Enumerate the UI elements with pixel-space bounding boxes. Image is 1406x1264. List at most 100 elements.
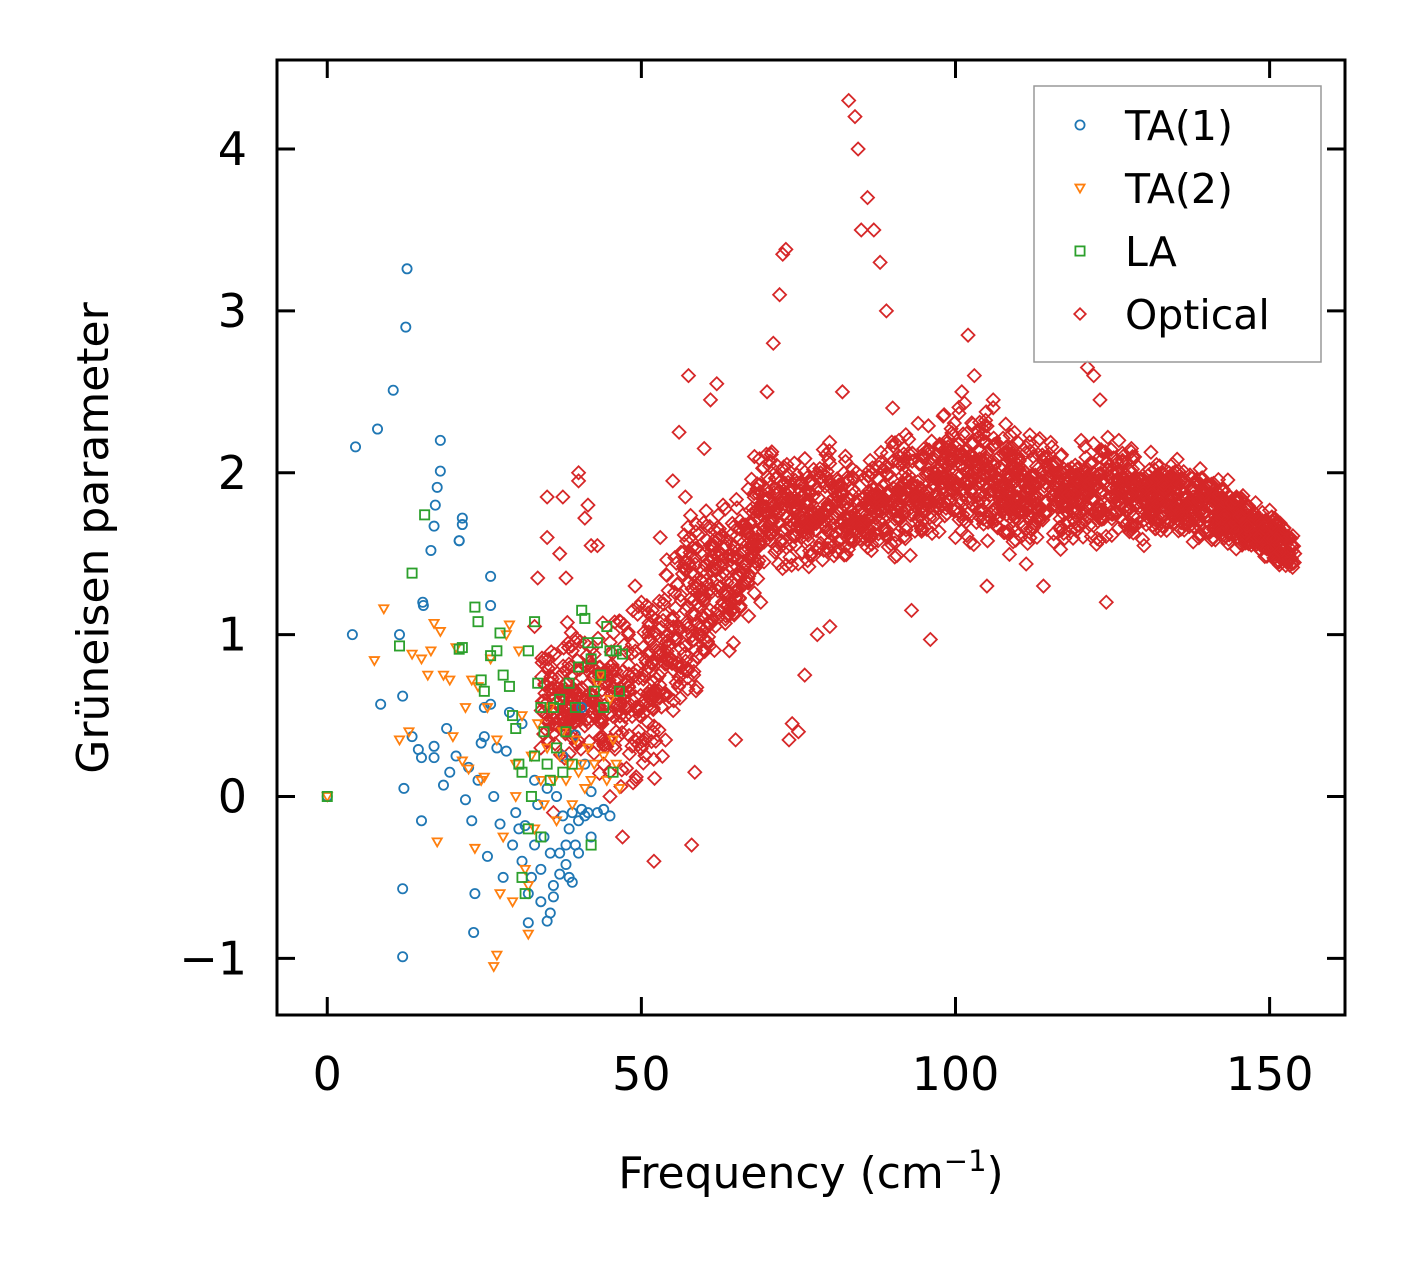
data-point <box>1012 505 1028 522</box>
data-point <box>368 656 381 667</box>
data-point <box>809 626 826 643</box>
data-point <box>579 810 591 822</box>
data-point <box>907 489 923 506</box>
data-point <box>529 750 541 762</box>
data-point <box>759 384 775 400</box>
data-point <box>1098 528 1114 545</box>
data-point <box>945 452 961 468</box>
data-point <box>1090 502 1107 519</box>
data-point <box>375 698 387 710</box>
data-point <box>570 464 587 481</box>
data-point <box>1060 487 1076 503</box>
data-point <box>576 701 588 713</box>
data-point <box>393 735 406 747</box>
data-point <box>925 509 942 525</box>
data-point <box>880 485 896 502</box>
data-point <box>913 480 929 496</box>
data-point <box>862 452 878 469</box>
data-point <box>902 547 918 564</box>
data-point <box>1239 501 1255 518</box>
data-point <box>762 532 779 549</box>
data-point <box>573 847 585 859</box>
data-point <box>428 520 440 532</box>
data-point <box>595 669 607 681</box>
data-point <box>424 646 438 658</box>
data-point <box>873 497 890 514</box>
data-point <box>589 537 606 554</box>
data-point <box>1228 523 1244 539</box>
data-point <box>437 779 449 791</box>
data-point <box>1070 460 1087 476</box>
data-point <box>687 574 703 591</box>
data-point <box>704 611 721 627</box>
data-point <box>1127 486 1144 503</box>
data-point <box>696 641 713 658</box>
data-point <box>803 475 819 492</box>
data-point <box>829 503 845 519</box>
data-point <box>716 584 732 601</box>
data-point <box>387 384 399 396</box>
data-point <box>531 719 544 731</box>
data-point <box>794 544 810 560</box>
data-point <box>512 646 526 658</box>
legend-marker <box>1073 183 1087 195</box>
data-point <box>443 675 456 687</box>
data-point <box>1091 532 1108 548</box>
data-point <box>1045 534 1062 550</box>
data-point <box>588 685 600 697</box>
data-point <box>682 544 698 561</box>
data-point <box>554 847 566 859</box>
data-point <box>394 640 406 652</box>
data-point <box>1051 490 1068 506</box>
data-point <box>466 815 478 827</box>
data-point <box>781 732 797 748</box>
data-point <box>598 701 610 713</box>
data-point <box>1192 528 1209 544</box>
data-point <box>850 141 866 157</box>
data-point <box>774 560 791 577</box>
data-point <box>503 620 516 632</box>
data-point <box>547 891 559 903</box>
data-point <box>579 711 595 727</box>
data-point <box>1227 491 1244 507</box>
data-point <box>792 508 808 524</box>
data-point <box>555 640 572 656</box>
data-point <box>1035 578 1052 594</box>
data-point <box>713 558 730 575</box>
data-point <box>625 775 641 791</box>
data-point <box>1265 530 1281 547</box>
data-point <box>815 527 831 544</box>
data-point <box>692 599 709 615</box>
data-point <box>397 690 409 702</box>
data-point <box>551 742 563 754</box>
data-point <box>887 434 903 451</box>
data-point <box>1007 502 1023 518</box>
data-point <box>547 735 563 752</box>
data-point <box>627 578 643 594</box>
data-point <box>620 624 636 640</box>
data-point <box>1123 443 1139 460</box>
data-point <box>892 490 909 506</box>
data-point <box>613 784 626 795</box>
data-point <box>394 629 406 641</box>
data-point <box>1250 512 1266 528</box>
data-point <box>656 606 673 623</box>
data-point <box>703 537 720 554</box>
data-point <box>891 455 907 472</box>
data-point <box>601 621 613 633</box>
data-point <box>689 679 705 696</box>
data-point <box>1080 476 1097 492</box>
data-point <box>797 485 813 502</box>
data-point <box>785 510 802 527</box>
data-point <box>478 701 490 713</box>
data-point <box>651 621 668 638</box>
data-point <box>924 525 940 542</box>
data-point <box>667 600 684 616</box>
data-point <box>1051 465 1067 482</box>
data-point <box>415 815 427 827</box>
data-point <box>377 604 390 616</box>
data-point <box>711 521 728 537</box>
data-point <box>1105 450 1122 466</box>
data-point <box>704 573 721 590</box>
data-point <box>585 653 597 665</box>
